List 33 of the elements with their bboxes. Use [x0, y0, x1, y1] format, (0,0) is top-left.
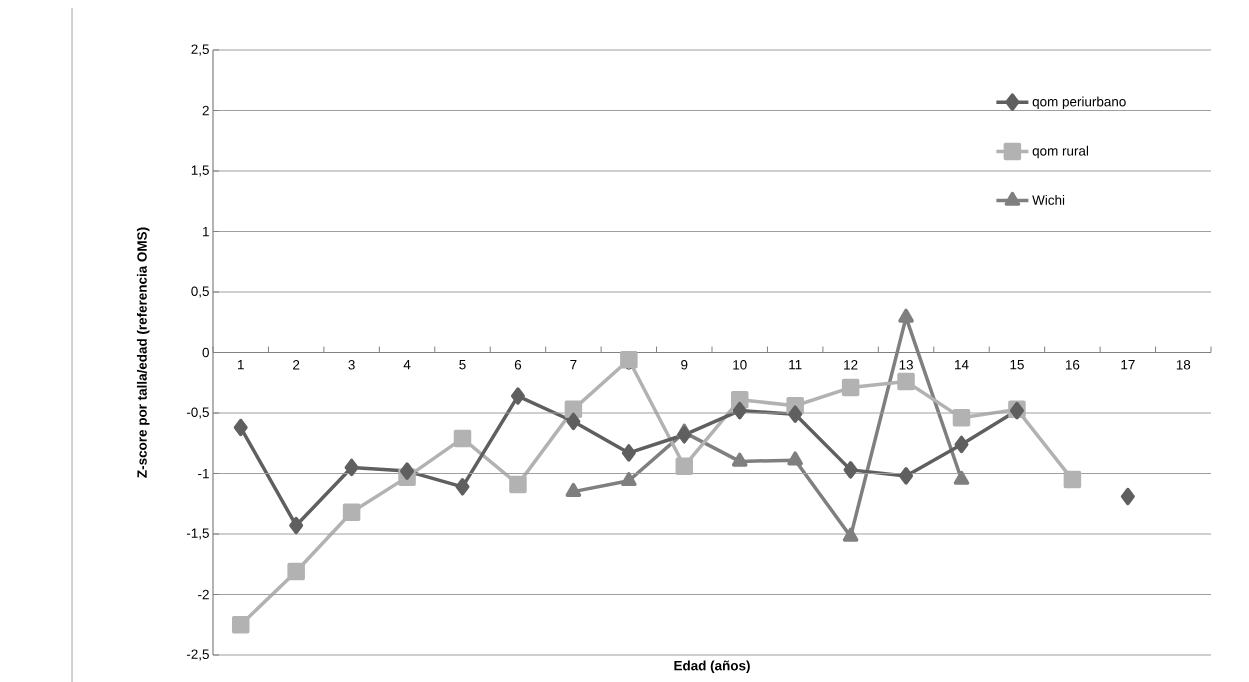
y-tick-label: -1: [198, 468, 209, 478]
x-tick-label: 14: [955, 359, 969, 370]
y-tick-label: -0,5: [186, 407, 209, 419]
x-tick-label: 5: [459, 359, 466, 370]
legend-label: Wichi: [1032, 194, 1065, 205]
x-tick-label: 2: [293, 359, 300, 370]
x-tick-label: 10: [733, 359, 747, 370]
legend-label: qom rural: [1032, 145, 1089, 159]
y-tick-label: 2: [202, 105, 209, 115]
x-tick-label: 1: [238, 359, 244, 370]
y-axis-title: Z-score por talla/edad (referencia OMS): [136, 227, 150, 478]
x-tick-label: 3: [348, 359, 355, 370]
x-tick-label: 6: [514, 359, 522, 370]
y-tick-label: 1: [203, 226, 209, 236]
x-tick-label: 16: [1065, 359, 1080, 370]
y-tick-label: 0: [202, 347, 209, 358]
x-tick-label: 18: [1176, 359, 1191, 370]
x-tick-label: 4: [403, 359, 411, 370]
y-tick-label: 2,5: [191, 44, 209, 56]
y-tick-label: 1,5: [191, 165, 209, 177]
x-tick-label: 13: [899, 359, 913, 370]
legend-label: qom periurbano: [1032, 96, 1126, 109]
x-axis-title: Edad (años): [674, 660, 750, 673]
y-tick-label: 0,5: [191, 286, 209, 298]
x-tick-label: 12: [844, 359, 858, 370]
x-tick-label: 15: [1010, 359, 1024, 370]
y-tick-label: -2,5: [186, 649, 209, 661]
x-tick-label: 7: [570, 359, 577, 370]
x-tick-label: 9: [681, 359, 688, 370]
y-tick-label: -1,5: [186, 528, 209, 540]
x-tick-label: 17: [1121, 359, 1135, 370]
x-tick-label: 11: [789, 359, 802, 370]
y-tick-label: -2: [198, 589, 209, 599]
